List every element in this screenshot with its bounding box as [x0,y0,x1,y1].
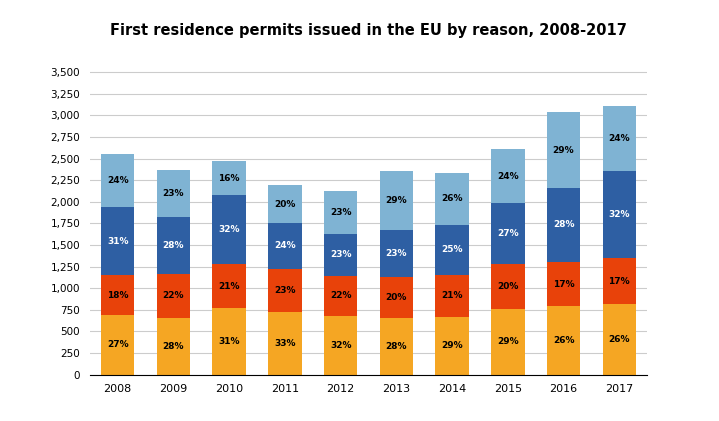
Text: 24%: 24% [274,242,296,250]
Bar [101,207,134,275]
Text: 32%: 32% [330,341,352,350]
Text: 17%: 17% [553,280,574,288]
Bar [547,112,580,188]
Text: 21%: 21% [219,282,240,290]
Bar [157,217,190,274]
Bar [436,275,469,317]
Text: 26%: 26% [553,336,574,345]
Bar [324,316,357,375]
Bar [547,306,580,375]
Bar [213,161,246,195]
Text: 29%: 29% [497,338,518,346]
Text: 22%: 22% [330,291,352,301]
Text: 17%: 17% [608,277,630,285]
Bar [603,171,636,258]
Text: First residence permits issued in the EU by reason, 2008-2017: First residence permits issued in the EU… [110,23,627,37]
Text: 27%: 27% [497,229,518,238]
Text: 26%: 26% [608,335,630,344]
Text: 33%: 33% [274,339,296,348]
Bar [268,312,302,375]
Bar [547,188,580,262]
Bar [268,269,302,312]
Bar [491,203,524,264]
Text: 23%: 23% [162,189,184,198]
Bar [491,309,524,375]
Bar [603,304,636,375]
Bar [380,171,413,230]
Text: 28%: 28% [553,221,574,229]
Bar [213,195,246,264]
Bar [603,106,636,171]
Bar [213,309,246,375]
Text: 24%: 24% [497,172,518,181]
Text: 20%: 20% [497,282,518,291]
Text: 21%: 21% [441,291,463,300]
Text: 24%: 24% [608,134,630,143]
Bar [324,234,357,276]
Text: 27%: 27% [107,341,129,349]
Text: 32%: 32% [608,210,630,219]
Bar [380,317,413,375]
Bar [101,275,134,315]
Text: 32%: 32% [219,225,240,234]
Text: 18%: 18% [107,291,129,300]
Text: 22%: 22% [162,291,184,300]
Text: 20%: 20% [385,293,407,302]
Text: 25%: 25% [441,245,463,254]
Text: 23%: 23% [330,250,352,259]
Text: 23%: 23% [330,208,352,217]
Text: 23%: 23% [274,286,296,295]
Bar [268,223,302,269]
Text: 29%: 29% [553,146,574,155]
Text: 28%: 28% [385,341,407,351]
Text: 28%: 28% [162,342,184,351]
Bar [324,192,357,234]
Bar [324,276,357,316]
Bar [436,317,469,375]
Bar [603,258,636,304]
Bar [436,225,469,275]
Bar [380,277,413,317]
Bar [101,154,134,207]
Text: 31%: 31% [107,237,129,246]
Text: 26%: 26% [441,195,463,203]
Text: 29%: 29% [385,196,407,205]
Bar [268,185,302,223]
Bar [547,262,580,306]
Bar [436,173,469,225]
Bar [157,171,190,217]
Bar [213,264,246,309]
Bar [380,230,413,277]
Text: 20%: 20% [274,200,296,209]
Bar [101,315,134,375]
Text: 23%: 23% [385,249,407,258]
Bar [157,274,190,318]
Text: 29%: 29% [441,341,463,350]
Text: 28%: 28% [162,241,184,250]
Text: 16%: 16% [219,174,240,183]
Bar [157,318,190,375]
Text: 24%: 24% [107,176,129,185]
Bar [491,149,524,203]
Bar [491,264,524,309]
Text: 31%: 31% [219,337,240,346]
